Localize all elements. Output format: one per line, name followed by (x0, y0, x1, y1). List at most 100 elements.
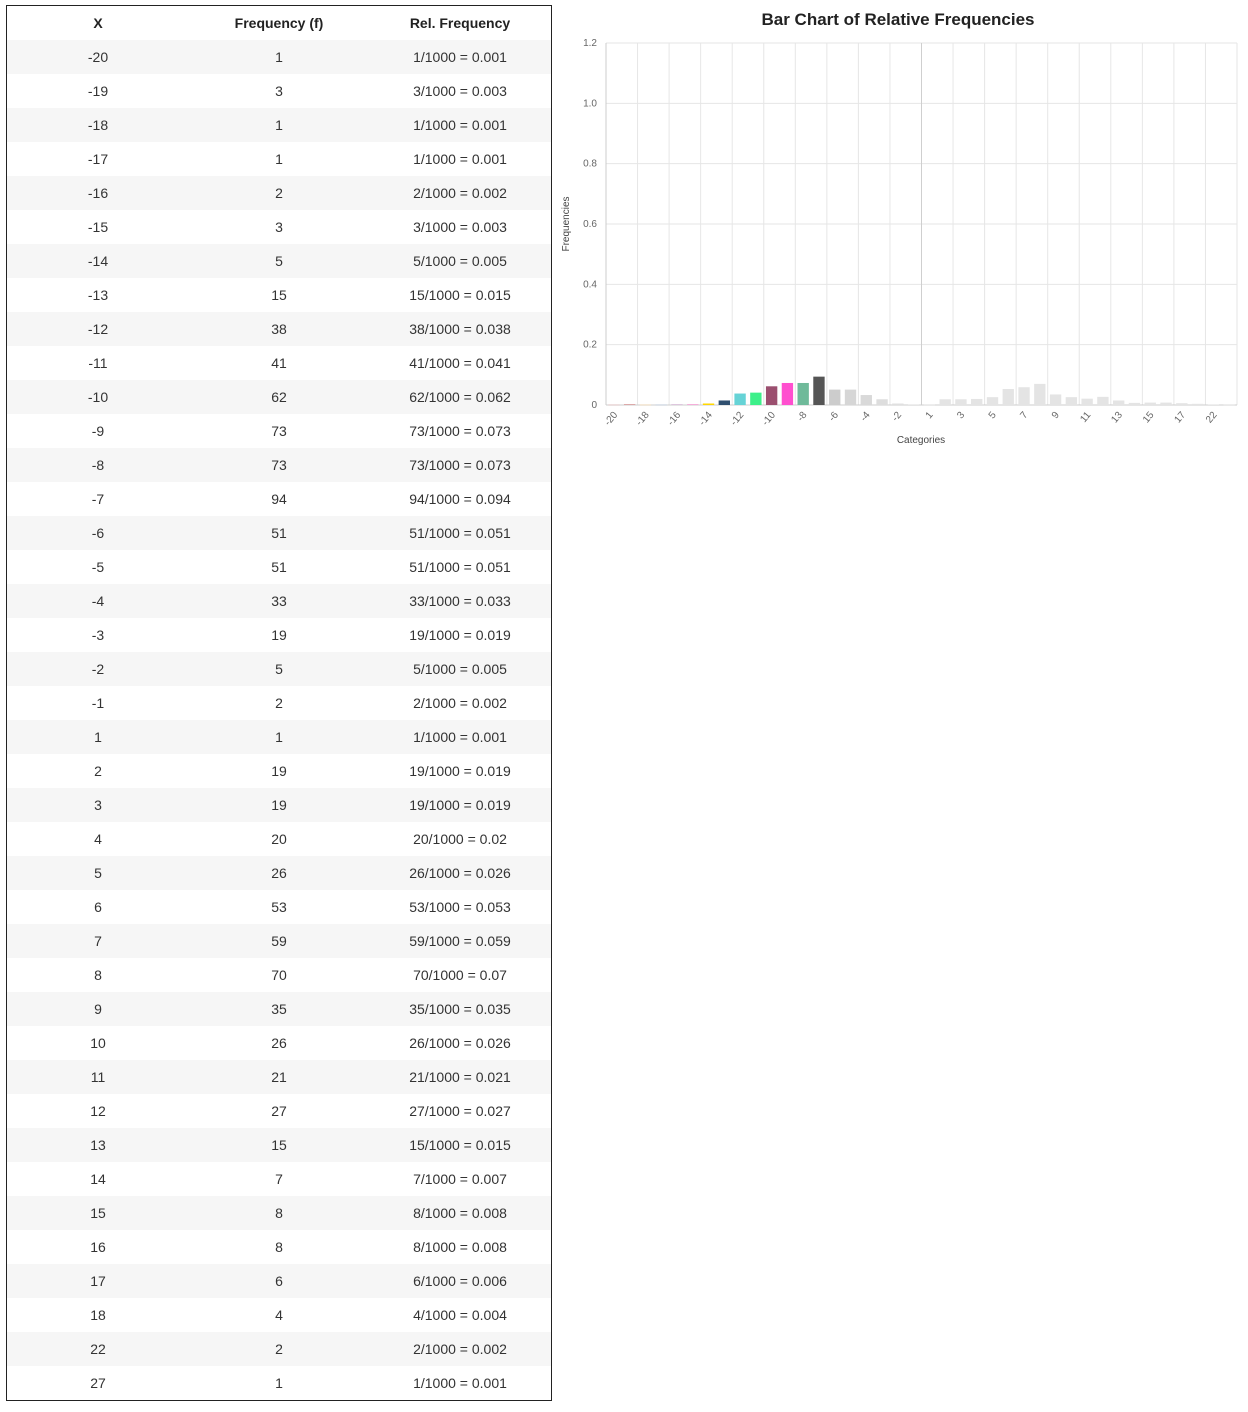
cell-rel-frequency: 70/1000 = 0.07 (369, 958, 551, 992)
cell-x: -17 (7, 142, 189, 176)
bar (671, 404, 683, 405)
table-row: 5 26 26/1000 = 0.026 (7, 856, 551, 890)
cell-frequency: 15 (189, 1128, 369, 1162)
y-tick-label: 0.4 (583, 279, 597, 290)
cell-rel-frequency: 2/1000 = 0.002 (369, 1332, 551, 1366)
cell-rel-frequency: 3/1000 = 0.003 (369, 74, 551, 108)
cell-x: -6 (7, 516, 189, 550)
bar (1049, 394, 1062, 405)
cell-x: 10 (7, 1026, 189, 1060)
bar (1002, 389, 1014, 405)
cell-x: -5 (7, 550, 189, 584)
header-rel-frequency: Rel. Frequency (409, 15, 511, 31)
table-row: -13 15 15/1000 = 0.015 (7, 278, 551, 312)
x-tick-label: -16 (666, 410, 684, 428)
cell-x: 17 (7, 1264, 189, 1298)
bar (907, 404, 920, 405)
cell-frequency: 51 (189, 516, 369, 550)
bar-chart: Bar Chart of Relative Frequencies Freque… (555, 0, 1245, 460)
bar (876, 399, 888, 405)
cell-x: -18 (7, 108, 189, 142)
cell-rel-frequency: 41/1000 = 0.041 (369, 346, 551, 380)
cell-x: -11 (7, 346, 189, 380)
table-row: 10 26 26/1000 = 0.026 (7, 1026, 551, 1060)
table-row: -20 1 1/1000 = 0.001 (7, 40, 551, 74)
x-tick-label: 22 (1204, 410, 1220, 426)
y-tick-label: 0 (591, 400, 597, 411)
cell-x: 5 (7, 856, 189, 890)
cell-frequency: 41 (189, 346, 369, 380)
table-row: 18 4 4/1000 = 0.004 (7, 1298, 551, 1332)
x-tick-label: 17 (1173, 410, 1189, 426)
cell-x: -16 (7, 176, 189, 210)
x-tick-label: -20 (602, 410, 620, 428)
y-tick-label: 0.8 (583, 159, 597, 170)
y-tick-label: 0.2 (583, 340, 597, 351)
cell-frequency: 3 (189, 210, 369, 244)
bar (986, 397, 999, 405)
bar (781, 382, 794, 405)
bar (1144, 402, 1156, 405)
cell-frequency: 35 (189, 992, 369, 1026)
cell-frequency: 6 (189, 1264, 369, 1298)
table-row: 6 53 53/1000 = 0.053 (7, 890, 551, 924)
cell-frequency: 19 (189, 618, 369, 652)
frequency-table: X Frequency (f) Rel. Frequency -20 1 1/100… (6, 5, 552, 1401)
cell-rel-frequency: 53/1000 = 0.053 (369, 890, 551, 924)
cell-rel-frequency: 8/1000 = 0.008 (369, 1196, 551, 1230)
cell-frequency: 70 (189, 958, 369, 992)
x-tick-label: 1 (924, 410, 936, 422)
bar (1097, 396, 1109, 405)
cell-x: 4 (7, 822, 189, 856)
table-row: -3 19 19/1000 = 0.019 (7, 618, 551, 652)
table-row: -1 2 2/1000 = 0.002 (7, 686, 551, 720)
y-tick-label: 1.2 (583, 38, 597, 49)
x-tick-label: -12 (729, 410, 747, 428)
bar (1191, 403, 1204, 405)
cell-frequency: 2 (189, 686, 369, 720)
bar (1128, 402, 1141, 405)
cell-frequency: 94 (189, 482, 369, 516)
table-row: -12 38 38/1000 = 0.038 (7, 312, 551, 346)
cell-x: 1 (7, 720, 189, 754)
cell-rel-frequency: 1/1000 = 0.001 (369, 40, 551, 74)
table-header-row: X Frequency (f) Rel. Frequency (7, 6, 551, 40)
cell-rel-frequency: 5/1000 = 0.005 (369, 652, 551, 686)
bar (860, 395, 872, 405)
bar (971, 398, 983, 405)
cell-frequency: 73 (189, 414, 369, 448)
cell-x: 22 (7, 1332, 189, 1366)
chart-svg: Bar Chart of Relative Frequencies Freque… (561, 10, 1238, 446)
table-row: 8 70 70/1000 = 0.07 (7, 958, 551, 992)
x-tick-label: 9 (1050, 410, 1062, 422)
cell-rel-frequency: 26/1000 = 0.026 (369, 856, 551, 890)
bar (1113, 400, 1125, 405)
cell-x: -7 (7, 482, 189, 516)
cell-rel-frequency: 73/1000 = 0.073 (369, 414, 551, 448)
cell-rel-frequency: 4/1000 = 0.004 (369, 1298, 551, 1332)
cell-rel-frequency: 15/1000 = 0.015 (369, 1128, 551, 1162)
cell-rel-frequency: 19/1000 = 0.019 (369, 754, 551, 788)
cell-rel-frequency: 2/1000 = 0.002 (369, 176, 551, 210)
bar (844, 389, 857, 405)
cell-rel-frequency: 1/1000 = 0.001 (369, 142, 551, 176)
table-row: -5 51 51/1000 = 0.051 (7, 550, 551, 584)
cell-rel-frequency: 62/1000 = 0.062 (369, 380, 551, 414)
x-tick-label: 15 (1141, 410, 1157, 426)
x-tick-label: 11 (1078, 410, 1093, 425)
table-row: -19 3 3/1000 = 0.003 (7, 74, 551, 108)
table-row: 13 15 15/1000 = 0.015 (7, 1128, 551, 1162)
cell-rel-frequency: 26/1000 = 0.026 (369, 1026, 551, 1060)
cell-rel-frequency: 33/1000 = 0.033 (369, 584, 551, 618)
bar (687, 404, 699, 405)
cell-x: 6 (7, 890, 189, 924)
x-tick-label: 13 (1109, 410, 1125, 426)
cell-frequency: 8 (189, 1230, 369, 1264)
x-tick-label: -18 (634, 410, 652, 428)
bar (955, 399, 967, 405)
cell-frequency: 1 (189, 142, 369, 176)
grid-layer (605, 42, 1238, 406)
table-body: -20 1 1/1000 = 0.001 -19 3 3/1000 = 0.003 -18 1… (7, 40, 551, 1400)
bar (765, 386, 778, 405)
cell-x: -1 (7, 686, 189, 720)
